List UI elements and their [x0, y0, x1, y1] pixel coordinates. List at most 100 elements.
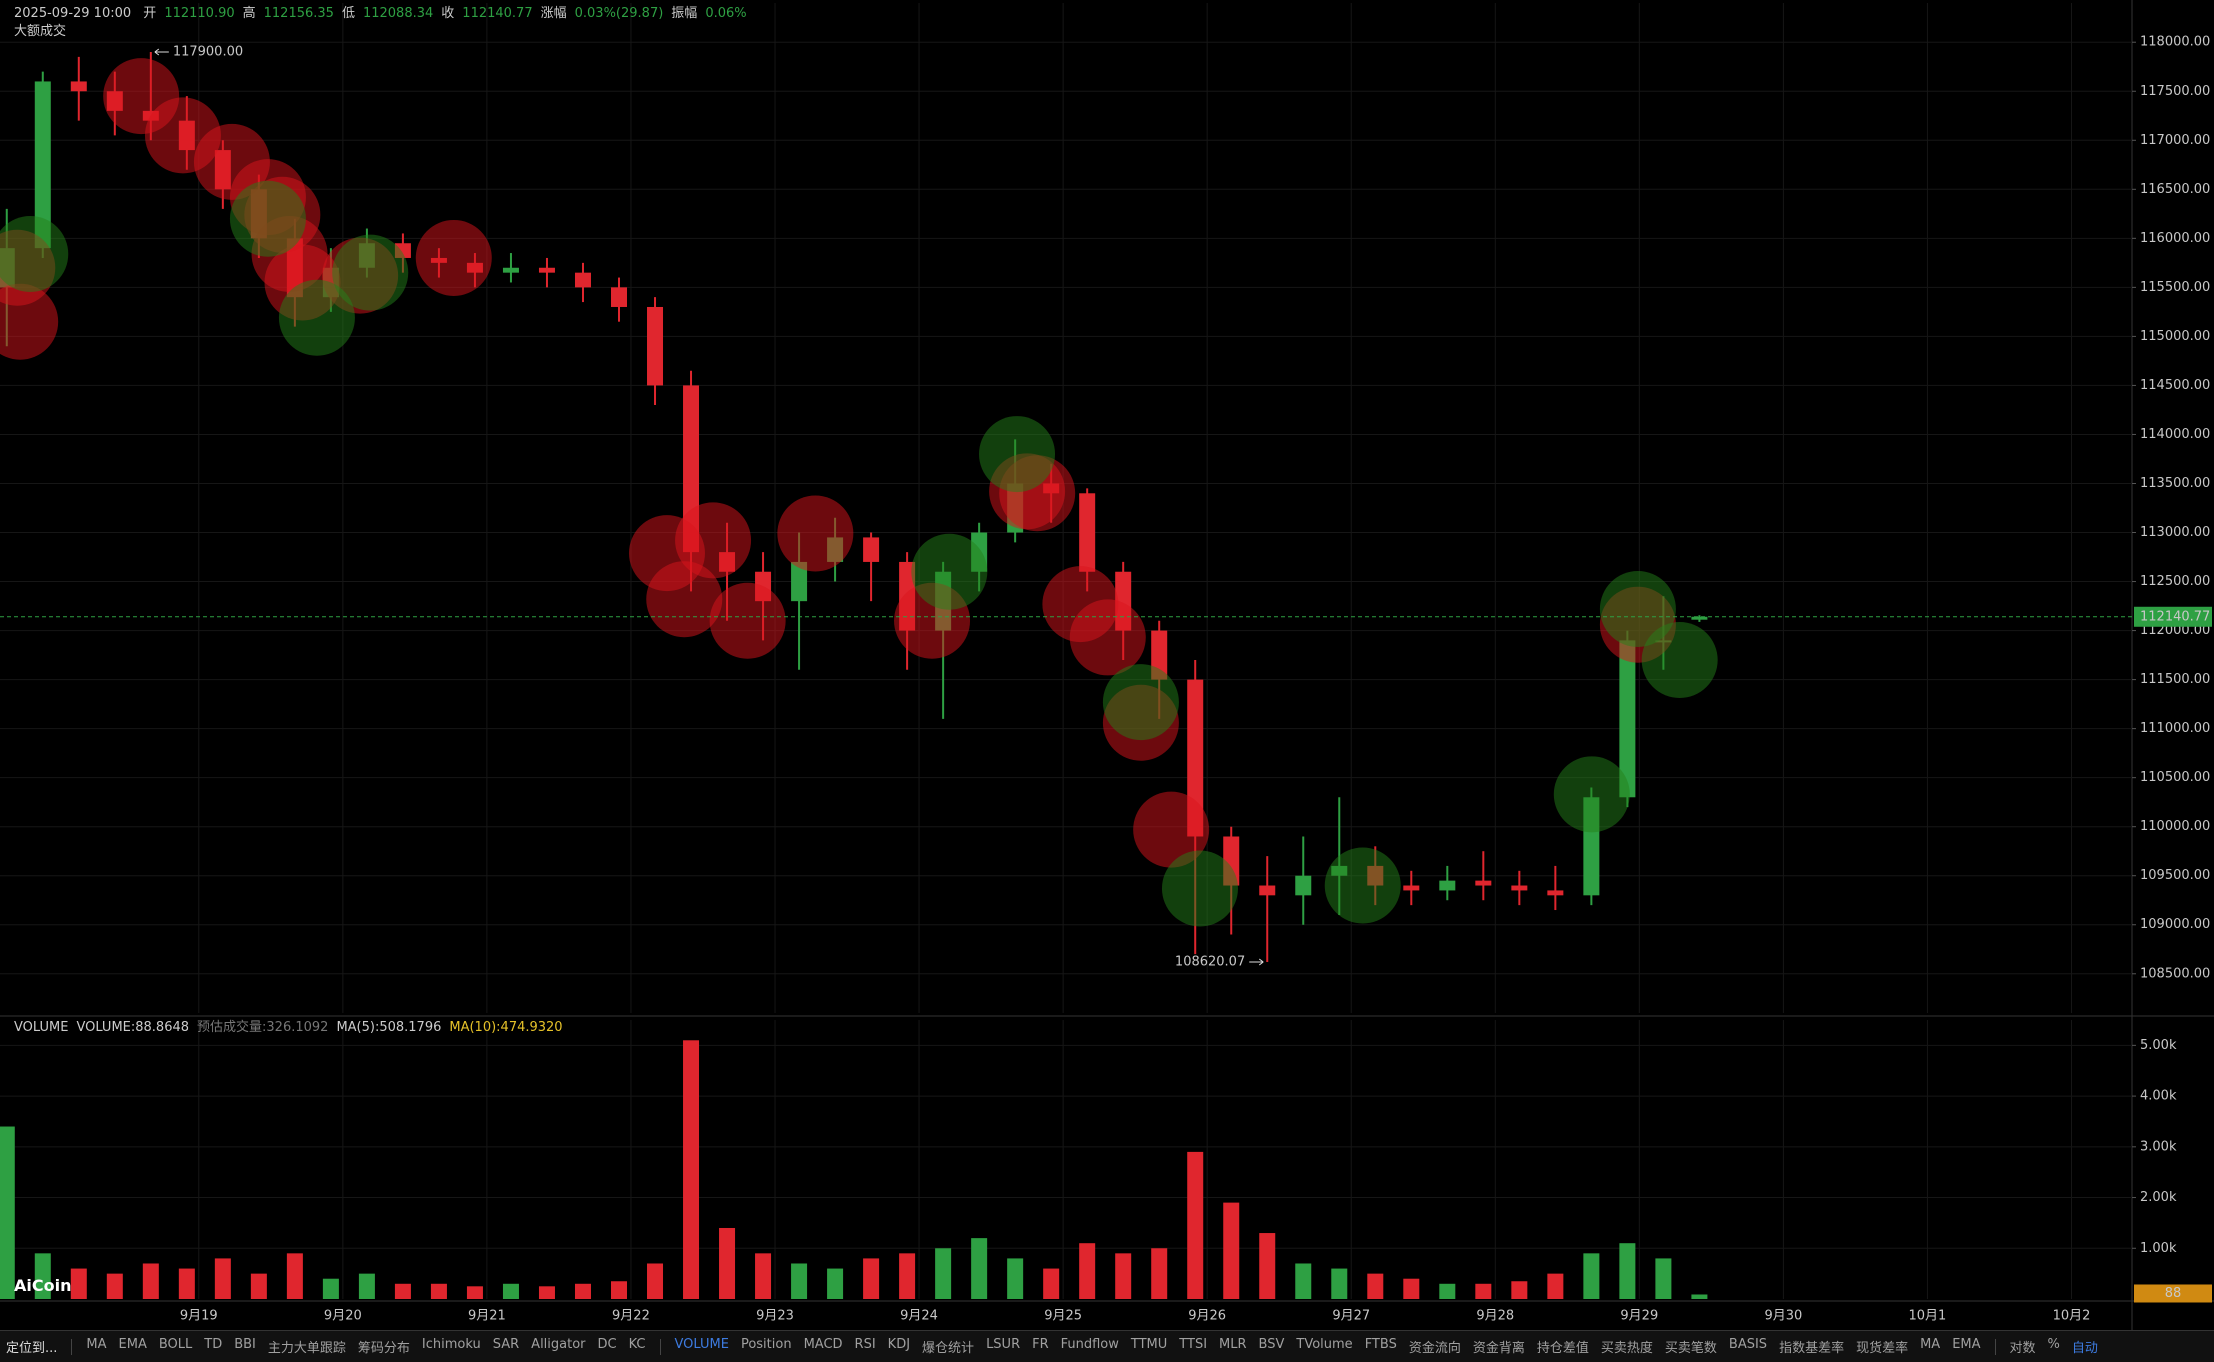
toolbar-item[interactable]: 资金流向: [1408, 1341, 1461, 1356]
toolbar-item[interactable]: TTMU: [1130, 1337, 1168, 1352]
toolbar-item[interactable]: BBI: [234, 1337, 256, 1352]
candle-body: [1547, 890, 1564, 896]
x-tick-label: 9月19: [180, 1309, 218, 1324]
legend[interactable]: 大额成交: [14, 20, 74, 39]
candle-body: [863, 537, 880, 562]
volume-bar: [1043, 1268, 1060, 1299]
toolbar-item[interactable]: FTBS: [1364, 1337, 1397, 1352]
volume-bar: [538, 1286, 555, 1299]
toolbar-item[interactable]: KC: [628, 1337, 646, 1352]
toolbar-item[interactable]: KDJ: [887, 1337, 911, 1352]
last-price-label: 112140.77: [2140, 609, 2210, 624]
volume-bar: [827, 1268, 844, 1299]
y-tick-label: 4.00k: [2140, 1089, 2177, 1104]
max-label: 117900.00: [173, 45, 243, 60]
large-trade-bubble: [332, 234, 409, 311]
toolbar-item[interactable]: TD: [204, 1337, 223, 1352]
toolbar-item[interactable]: BOLL: [158, 1337, 193, 1352]
toolbar-item[interactable]: 指数基差率: [1779, 1341, 1845, 1356]
toolbar-item[interactable]: 持仓差值: [1536, 1341, 1589, 1356]
large-trade-bubble: [0, 216, 69, 293]
large-trade-bubble: [1641, 621, 1718, 698]
max-arrow: [154, 48, 169, 56]
toolbar-item[interactable]: 对数: [2009, 1341, 2036, 1356]
toolbar-item[interactable]: MLR: [1219, 1337, 1247, 1352]
toolbar: 定位到... MA EMA BOLL TD BBI 主力大单跟踪 筹码分布 Ichimoku S…: [0, 1330, 2214, 1362]
toolbar-item[interactable]: 资金背离: [1472, 1341, 1525, 1356]
volume-bar: [1223, 1202, 1240, 1299]
toolbar-item[interactable]: Fundflow: [1060, 1337, 1119, 1352]
volume-bar: [430, 1283, 447, 1299]
toolbar-item[interactable]: 买卖热度: [1600, 1341, 1653, 1356]
toolbar-item[interactable]: MA: [86, 1337, 107, 1352]
candle-body: [1439, 880, 1456, 891]
volume-bar: [1007, 1258, 1024, 1299]
volume-bar: [466, 1286, 483, 1299]
sub-indicators: VOLUME Position MACD RSI KDJ 爆仓统计 LSUR FR Fundfl…: [669, 1337, 1987, 1356]
toolbar-item[interactable]: Ichimoku: [421, 1337, 481, 1352]
field-value: 112110.90: [164, 6, 235, 21]
toolbar-item[interactable]: Position: [740, 1337, 792, 1352]
toolbar-item[interactable]: EMA: [1952, 1337, 1981, 1352]
candle-body: [502, 267, 519, 273]
toolbar-item[interactable]: 筹码分布: [357, 1341, 410, 1356]
volume-bar: [358, 1273, 375, 1299]
toolbar-item[interactable]: RSI: [854, 1337, 876, 1352]
volume-tag-label: 88: [2165, 1286, 2182, 1301]
toolbar-item[interactable]: 买卖笔数: [1664, 1341, 1717, 1356]
toolbar-item[interactable]: MA: [1920, 1337, 1941, 1352]
field-label: 涨幅: [540, 6, 567, 21]
scale-options: 对数% 自动: [2004, 1337, 2104, 1356]
toolbar-item[interactable]: FR: [1032, 1337, 1049, 1352]
toolbar-item[interactable]: VOLUME: [674, 1337, 729, 1352]
toolbar-item[interactable]: 自动: [2071, 1341, 2098, 1356]
volume-header: VOLUME VOLUME:88.8648 预估成交量:326.1092 MA(5):…: [14, 1016, 571, 1035]
volume-bar: [250, 1273, 267, 1299]
candle-body: [1259, 885, 1276, 896]
volume-bar: [70, 1268, 87, 1299]
chart-area: 9月19 9月20 9月21 9月22 9月23 9月24 9月25 9月26 9月27 9月28…: [0, 0, 2214, 1330]
field-label: 高: [242, 6, 256, 21]
toolbar-item[interactable]: Alligator: [531, 1337, 586, 1352]
y-tick-label: 111500.00: [2140, 672, 2210, 687]
toolbar-item[interactable]: LSUR: [986, 1337, 1021, 1352]
last-price-tag: [2134, 606, 2212, 627]
toolbar-item[interactable]: EMA: [118, 1337, 147, 1352]
toolbar-item[interactable]: 主力大单跟踪: [267, 1341, 346, 1356]
volume-bar: [0, 1126, 15, 1299]
x-tick-label: 9月27: [1332, 1309, 1370, 1324]
volume-bar: [1655, 1258, 1672, 1299]
toolbar-item[interactable]: BASIS: [1728, 1337, 1768, 1352]
candle-body: [1475, 880, 1492, 886]
y-tick-label: 117000.00: [2140, 133, 2210, 148]
candle-body: [1187, 679, 1204, 837]
volume-bar: [178, 1268, 195, 1299]
y-tick-label: 110500.00: [2140, 770, 2210, 785]
volume-bar: [971, 1238, 988, 1299]
volume-estimate: 预估成交量:326.1092: [197, 1020, 329, 1035]
toolbar-item[interactable]: TVolume: [1296, 1337, 1353, 1352]
volume-bar: [791, 1263, 808, 1299]
toolbar-item[interactable]: TTSI: [1179, 1337, 1208, 1352]
field-value: 0.03%(29.87): [574, 6, 664, 21]
locate-button[interactable]: 定位到...: [6, 1341, 58, 1356]
legend-item[interactable]: 大额成交: [14, 24, 67, 39]
y-tick-label: 109000.00: [2140, 917, 2210, 932]
candle-body: [574, 272, 591, 288]
y-tick-label: 115500.00: [2140, 280, 2210, 295]
toolbar-item[interactable]: BSV: [1258, 1337, 1285, 1352]
x-tick-label: 9月30: [1764, 1309, 1802, 1324]
toolbar-item[interactable]: 现货差率: [1856, 1341, 1909, 1356]
toolbar-item[interactable]: 爆仓统计: [922, 1341, 975, 1356]
volume-bar: [1367, 1273, 1384, 1299]
toolbar-item[interactable]: %: [2047, 1337, 2060, 1352]
indicator-name[interactable]: VOLUME: [14, 1020, 69, 1035]
volume-bar: [611, 1281, 628, 1299]
candle-body: [1511, 885, 1528, 891]
large-trade-bubble: [646, 561, 723, 638]
min-label: 108620.07: [1175, 955, 1245, 970]
toolbar-item[interactable]: MACD: [803, 1337, 843, 1352]
x-tick-label: 9月26: [1188, 1309, 1226, 1324]
toolbar-item[interactable]: DC: [597, 1337, 617, 1352]
toolbar-item[interactable]: SAR: [492, 1337, 520, 1352]
